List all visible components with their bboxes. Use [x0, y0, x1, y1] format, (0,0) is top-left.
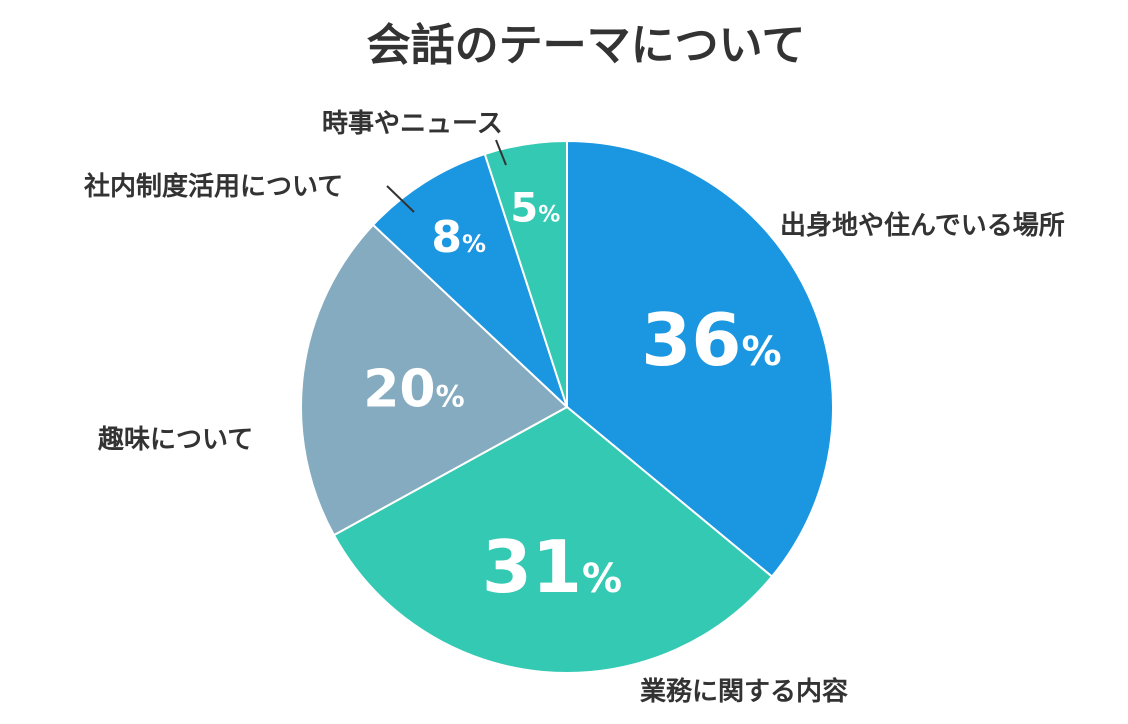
slice-percentage-label: 36% [641, 298, 781, 382]
slice-category-label: 趣味について [97, 425, 253, 455]
slice-percentage-label: 31% [482, 525, 622, 609]
pie-slice [566, 139, 834, 578]
chart-title: 会話のテーマについて [367, 20, 806, 71]
slice-category-label: 時事やニュース [322, 109, 503, 139]
slice-percentage-label: 5% [510, 186, 560, 232]
percentage-labels: 36% 31% 20% 8% 5% [363, 186, 781, 609]
pie-slices [299, 139, 834, 674]
pie-slice [371, 152, 568, 408]
leader-line [495, 139, 507, 166]
leader-lines [386, 139, 507, 213]
pie-slice [483, 139, 568, 408]
slice-category-label: 社内制度活用について [84, 171, 343, 202]
slice-percentage-label: 8% [431, 212, 486, 263]
pie-slice [332, 405, 774, 674]
slice-category-label: 出身地や住んでいる場所 [780, 210, 1065, 241]
slice-category-label: 業務に関する内容 [640, 676, 848, 707]
slice-percentage-label: 20% [363, 359, 464, 419]
leader-line [386, 185, 415, 213]
pie-slice [299, 223, 569, 537]
